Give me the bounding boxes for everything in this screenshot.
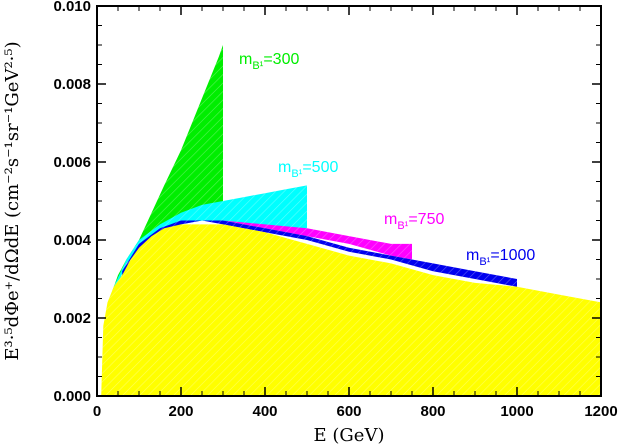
x-tick-label: 1200: [584, 403, 617, 420]
series-label-3: mB¹=1000: [466, 247, 535, 268]
y-tick-label: 0.008: [53, 76, 91, 93]
series-label-2: mB¹=750: [384, 211, 444, 232]
series-label-1: mB¹=500: [278, 159, 338, 180]
y-tick-label: 0.010: [53, 0, 91, 15]
x-tick-label: 1000: [500, 403, 533, 420]
labels-layer: mB¹=300 mB¹=500 mB¹=750 mB¹=1000: [239, 51, 535, 268]
y-axis-title: E³·⁵dΦe⁺/dΩdE (cm⁻²s⁻¹sr⁻¹GeV²·⁵): [2, 41, 23, 360]
y-tick-label: 0.006: [53, 154, 91, 171]
series-layer: [101, 45, 601, 396]
x-axis-title: E (GeV): [314, 425, 385, 446]
x-tick-label: 800: [420, 403, 445, 420]
series-hatch-1: [113, 185, 307, 295]
y-tick-label: 0.000: [53, 388, 91, 405]
series-hatch-4: [101, 224, 601, 396]
y-tick-label: 0.002: [53, 310, 91, 327]
x-tick-label: 400: [252, 403, 277, 420]
x-tick-label: 200: [168, 403, 193, 420]
ticks-layer: 0 200 400 600 800 1000 1200 0.000 0.002 0.004 0.00…: [53, 0, 617, 420]
y-tick-label: 0.004: [53, 232, 91, 249]
x-tick-label: 0: [93, 403, 101, 420]
series-label-0: mB¹=300: [239, 51, 299, 72]
x-tick-label: 600: [336, 403, 361, 420]
